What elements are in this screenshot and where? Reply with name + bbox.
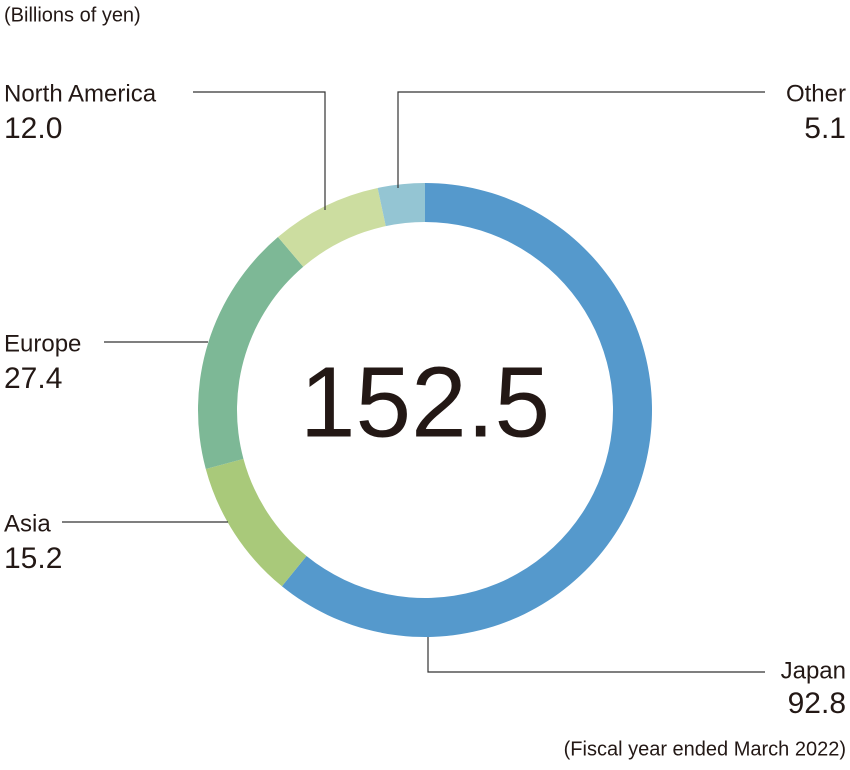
- category-label: Europe: [4, 330, 81, 357]
- donut-slice: [205, 458, 307, 587]
- donut-slice: [281, 183, 652, 637]
- leader-line: [427, 637, 765, 673]
- category-label: Asia: [4, 510, 51, 537]
- category-label: North America: [4, 80, 157, 107]
- category-label: Japan: [781, 657, 846, 684]
- donut-slice: [198, 237, 304, 469]
- value-label: 5.1: [804, 112, 846, 145]
- donut-slice: [277, 187, 386, 267]
- total-label: 152.5: [300, 346, 550, 458]
- value-label: 15.2: [4, 542, 62, 575]
- leader-line: [193, 91, 326, 210]
- category-label: Other: [786, 80, 846, 107]
- subtitle: (Billions of yen): [4, 4, 141, 26]
- value-label: 12.0: [4, 112, 62, 145]
- donut-slice: [377, 183, 425, 227]
- footnote: (Fiscal year ended March 2022): [564, 738, 846, 760]
- value-label: 27.4: [4, 362, 62, 395]
- leader-line: [397, 91, 765, 188]
- value-label: 92.8: [788, 687, 846, 720]
